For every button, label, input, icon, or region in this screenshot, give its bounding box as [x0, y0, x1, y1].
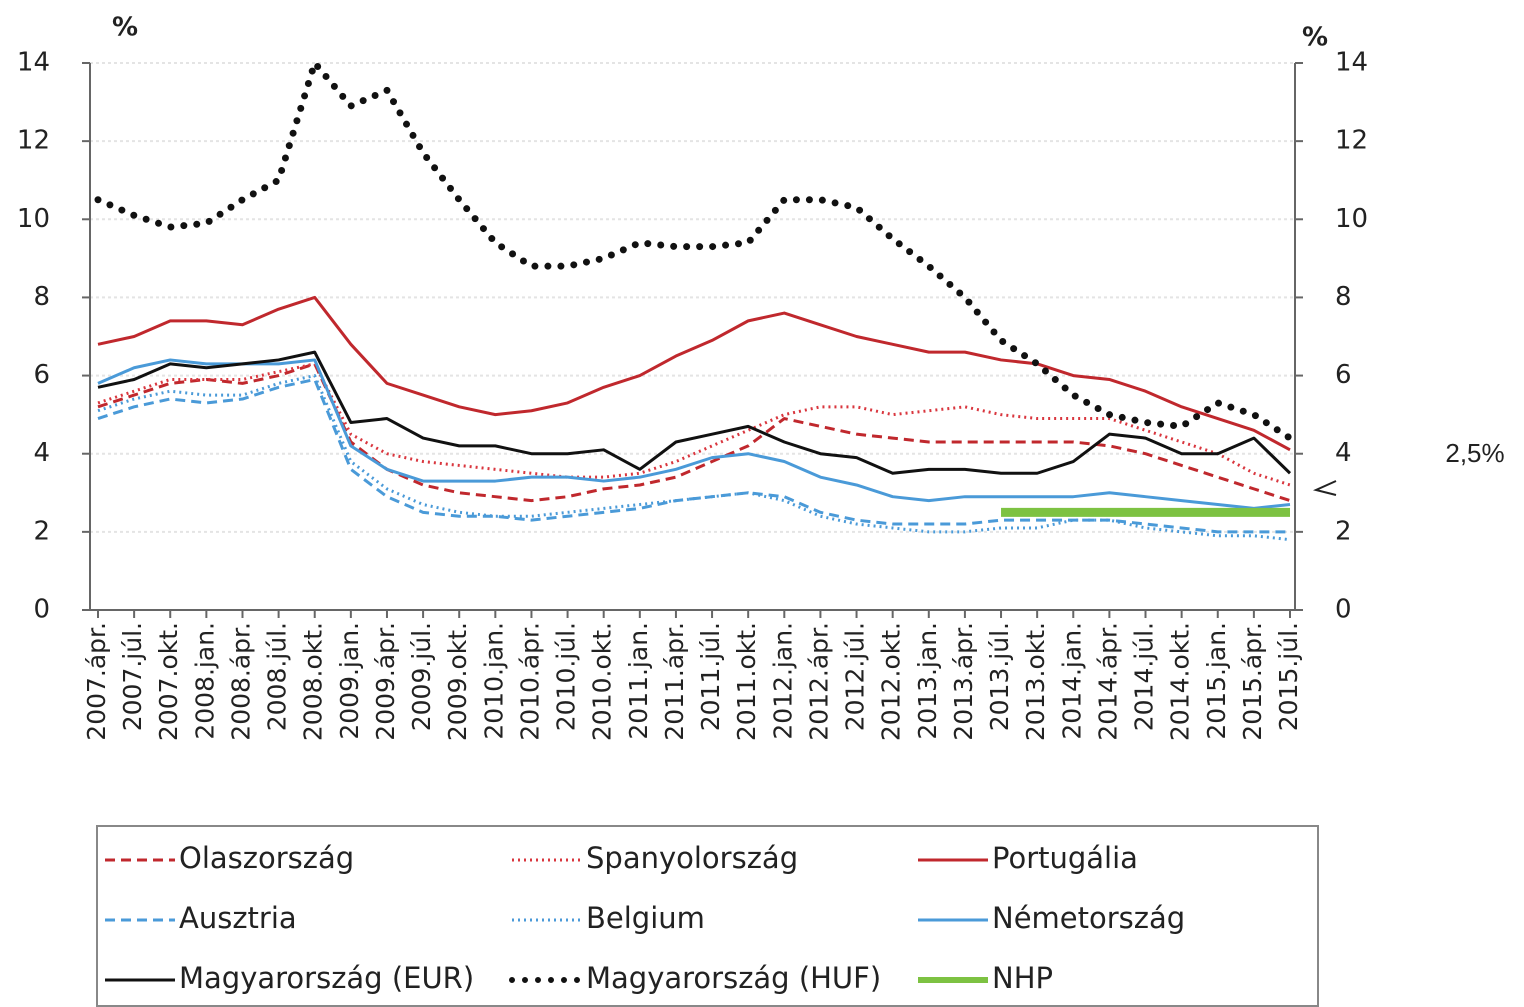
x-tick-label: 2011.júl. [696, 622, 725, 731]
x-tick-label: 2007.júl. [118, 622, 147, 731]
y-tick-label: 2 [33, 516, 50, 546]
y2-tick-label: 10 [1335, 204, 1368, 234]
legend-label: Ausztria [179, 901, 297, 935]
series-line [97, 295, 1291, 452]
legend-label: Belgium [586, 901, 705, 935]
x-tick-label: 2009.júl. [407, 622, 436, 731]
series-line [97, 350, 1292, 475]
series-line [97, 358, 1291, 510]
y-tick-label: 4 [33, 438, 50, 468]
series-line [97, 362, 1291, 503]
y-tick-label: 0 [33, 595, 50, 625]
x-tick-label: 2011.okt. [732, 622, 761, 741]
x-tick-label: 2010.ápr. [515, 622, 544, 741]
x-tick-label: 2012.jan. [768, 622, 797, 740]
x-tick-label: 2010.júl. [552, 622, 581, 731]
legend-label: Olaszország [179, 841, 354, 875]
x-tick-label: 2009.jan. [335, 622, 364, 740]
x-tick-label: 2012.júl. [841, 622, 870, 731]
legend-label: Spanyolország [586, 841, 798, 875]
x-tick-label: 2015.jan. [1202, 622, 1231, 740]
y-tick-label: 10 [17, 204, 50, 234]
x-tick-label: 2007.ápr. [82, 622, 111, 741]
x-tick-label: 2013.okt. [1021, 622, 1050, 741]
x-tick-label: 2014.júl. [1130, 622, 1159, 731]
x-tick-label: 2010.okt. [588, 622, 617, 741]
legend-box [96, 825, 1319, 1007]
legend-label: Magyarország (EUR) [179, 961, 474, 995]
y-tick-label: 14 [17, 48, 50, 78]
annotation-arrow [1312, 480, 1337, 496]
series-line [94, 59, 1294, 442]
y-tick-label: 12 [17, 126, 50, 156]
y-tick-label: 6 [33, 360, 50, 390]
y-unit-right: % [1302, 23, 1328, 53]
x-tick-label: 2008.júl. [263, 622, 292, 731]
y-tick-label: 8 [33, 282, 50, 312]
y2-tick-label: 14 [1335, 48, 1368, 78]
x-tick-label: 2009.okt. [443, 622, 472, 741]
x-tick-label: 2010.jan. [479, 622, 508, 740]
x-tick-label: 2014.ápr. [1093, 622, 1122, 741]
legend-label: Magyarország (HUF) [586, 961, 881, 995]
x-tick-label: 2014.okt. [1166, 622, 1195, 741]
x-tick-label: 2013.jan. [913, 622, 942, 740]
x-tick-label: 2013.ápr. [949, 622, 978, 741]
x-tick-label: 2008.ápr. [226, 622, 255, 741]
y2-tick-label: 0 [1335, 595, 1352, 625]
y2-tick-label: 2 [1335, 516, 1352, 546]
x-tick-label: 2012.okt. [877, 622, 906, 741]
y-unit-left: % [112, 13, 138, 43]
x-tick-label: 2012.ápr. [804, 622, 833, 741]
x-tick-label: 2013.júl. [985, 622, 1014, 731]
legend-label: Németország [992, 901, 1185, 935]
legend-label: NHP [992, 961, 1053, 995]
y2-tick-label: 4 [1335, 438, 1352, 468]
x-tick-label: 2015.júl. [1274, 622, 1303, 731]
x-tick-label: 2014.jan. [1057, 622, 1086, 740]
x-tick-label: 2011.ápr. [660, 622, 689, 741]
series-line [97, 362, 1291, 487]
y2-tick-label: 8 [1335, 282, 1352, 312]
x-tick-label: 2009.ápr. [371, 622, 400, 741]
annotation: 2,5% [1445, 438, 1504, 468]
x-tick-label: 2015.ápr. [1238, 622, 1267, 741]
legend-label: Portugália [992, 841, 1138, 875]
x-tick-label: 2008.okt. [299, 622, 328, 741]
y2-tick-label: 12 [1335, 126, 1368, 156]
x-tick-label: 2007.okt. [154, 622, 183, 741]
x-tick-label: 2011.jan. [624, 622, 653, 740]
series-line [97, 374, 1291, 542]
x-tick-label: 2008.jan. [190, 622, 219, 740]
y2-tick-label: 6 [1335, 360, 1352, 390]
